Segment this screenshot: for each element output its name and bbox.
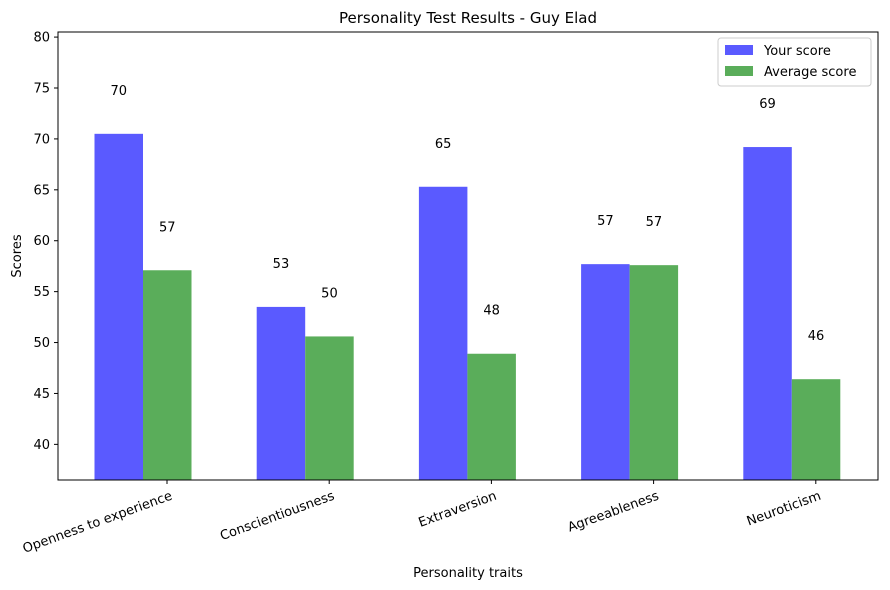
x-axis-label: Personality traits [413, 566, 523, 581]
chart-title: Personality Test Results - Guy Elad [339, 9, 597, 27]
bar-value-label: 69 [759, 97, 776, 112]
x-tick-label: Agreeableness [566, 489, 661, 536]
bar-your-score [743, 147, 792, 480]
legend: Your score Average score [717, 37, 872, 87]
bar-value-label: 46 [808, 329, 825, 344]
bar-value-label: 50 [321, 286, 338, 301]
y-tick-label: 65 [33, 183, 50, 198]
y-tick-label: 45 [33, 387, 50, 402]
bar-value-label: 57 [597, 214, 614, 229]
bar-value-label: 70 [110, 84, 127, 99]
plot-area: 70 53 65 57 69 57 50 48 57 46 [94, 84, 841, 480]
legend-swatch [725, 45, 753, 55]
y-tick-label: 55 [33, 285, 50, 300]
bar-your-score [94, 133, 143, 480]
bar-your-score [581, 264, 630, 480]
legend-label: Your score [763, 44, 831, 59]
y-axis: 40 45 50 55 60 65 70 75 80 [33, 31, 58, 453]
axes-frame [57, 31, 879, 481]
bar-value-label: 53 [273, 257, 290, 272]
y-tick-label: 75 [33, 82, 50, 97]
legend-box [717, 37, 872, 87]
bar-average-score [467, 353, 516, 480]
bar-value-label: 65 [435, 137, 452, 152]
bar-your-score [256, 306, 306, 480]
x-tick-label: Conscientiousness [218, 489, 337, 544]
bar-your-score [418, 186, 468, 480]
bar-average-score [305, 336, 354, 480]
y-tick-label: 50 [33, 336, 50, 351]
x-tick-label: Neuroticism [745, 489, 823, 530]
x-axis: Openness to experience Conscientiousness E… [21, 480, 823, 557]
bar-value-label: 48 [483, 304, 500, 319]
legend-label: Average score [764, 65, 856, 80]
legend-swatch [725, 66, 753, 76]
y-tick-label: 80 [33, 31, 50, 46]
y-axis-label: Scores [10, 234, 25, 277]
x-tick-label: Extraversion [417, 489, 499, 531]
bar-average-score [791, 379, 841, 480]
bar-average-score [629, 265, 679, 480]
y-tick-label: 40 [33, 438, 50, 453]
bar-average-score [143, 270, 192, 480]
y-tick-label: 70 [33, 132, 50, 147]
y-tick-label: 60 [33, 234, 50, 249]
bar-value-label: 57 [159, 220, 176, 235]
bar-value-label: 57 [646, 215, 663, 230]
x-tick-label: Openness to experience [21, 489, 174, 557]
